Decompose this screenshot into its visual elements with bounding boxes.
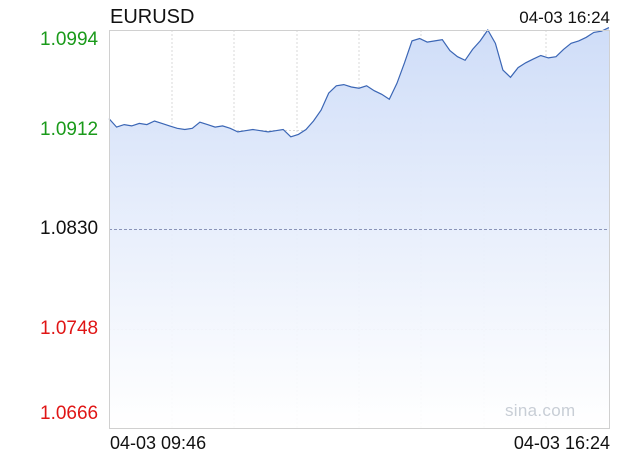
symbol-title: EURUSD [110, 6, 195, 28]
plot-frame [109, 30, 610, 429]
price-area [109, 27, 609, 428]
x-end-label: 04-03 16:24 [513, 433, 610, 453]
price-line [108, 27, 610, 138]
y-tick-label: 1.0830 [40, 218, 99, 239]
y-tick-label: 1.0994 [40, 29, 99, 50]
x-start-label: 04-03 09:46 [110, 433, 207, 453]
y-tick-label: 1.0666 [40, 403, 99, 424]
timestamp: 04-03 16:24 [519, 8, 610, 27]
y-tick-label: 1.0748 [40, 317, 99, 339]
watermark: sina.com [505, 401, 576, 420]
y-tick-label: 1.0912 [40, 118, 99, 140]
